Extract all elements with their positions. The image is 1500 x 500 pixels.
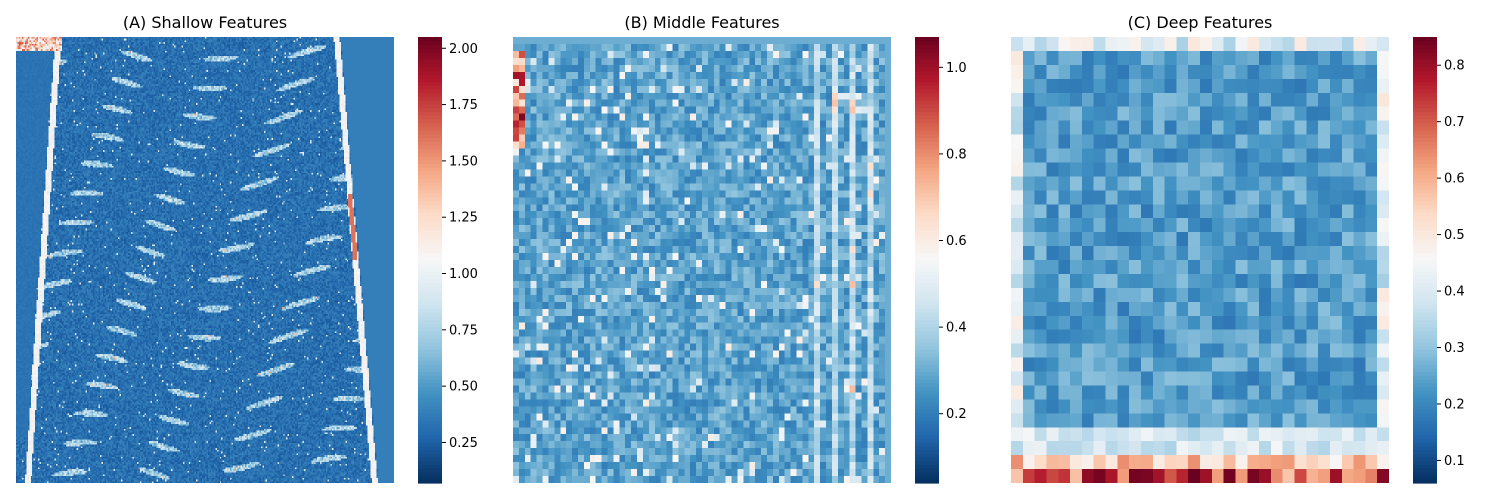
colorbar-c: 0.1 0.2 0.3 0.4 0.5 0.6 0.7 0.8 xyxy=(1413,37,1465,484)
colorbar-a-tick-label: 1.00 xyxy=(449,267,478,282)
panel-b-title: (B) Middle Features xyxy=(624,13,779,32)
colorbar-b-tick-label: 0.8 xyxy=(946,147,967,162)
colorbar-c-tick-label: 0.8 xyxy=(1444,59,1465,74)
colorbar-c-tick-label: 0.6 xyxy=(1444,172,1465,187)
colorbar-a-tick-label: 1.75 xyxy=(449,98,478,113)
colorbar-a-tick-label: 2.00 xyxy=(449,42,478,57)
colorbar-b-tick-label: 0.6 xyxy=(946,234,967,249)
colorbar-a-tick-label: 1.50 xyxy=(449,154,478,169)
colorbar-c-tick-label: 0.4 xyxy=(1444,285,1465,300)
colorbar-b-tick-label: 1.0 xyxy=(946,61,967,76)
colorbar-c-tick-label: 0.5 xyxy=(1444,228,1465,243)
colorbar-a-tick-label: 0.75 xyxy=(449,323,478,338)
colorbar-c-tick-label: 0.7 xyxy=(1444,115,1465,130)
colorbar-c-tick-label: 0.2 xyxy=(1444,397,1465,412)
heatmap-c-image xyxy=(1011,37,1389,483)
colorbar-a-tick-label: 1.25 xyxy=(449,211,478,226)
colorbar-b-tick-label: 0.4 xyxy=(946,321,967,336)
heatmap-a-image xyxy=(16,37,394,483)
colorbar-a-tick-label: 0.50 xyxy=(449,380,478,395)
colorbar-b-tick-label: 0.2 xyxy=(946,407,967,422)
colorbar-c-tick-label: 0.1 xyxy=(1444,454,1465,469)
panel-a-title: (A) Shallow Features xyxy=(123,13,287,32)
colorbar-a-tick-label: 0.25 xyxy=(449,436,478,451)
heatmap-b-image xyxy=(513,37,891,483)
colorbar-c-tick-label: 0.3 xyxy=(1444,341,1465,356)
panel-c-title: (C) Deep Features xyxy=(1128,13,1273,32)
colorbar-a: 0.25 0.50 0.75 1.00 1.25 1.50 1.75 2.00 xyxy=(418,37,478,484)
colorbar-b: 0.2 0.4 0.6 0.8 1.0 xyxy=(915,37,967,484)
